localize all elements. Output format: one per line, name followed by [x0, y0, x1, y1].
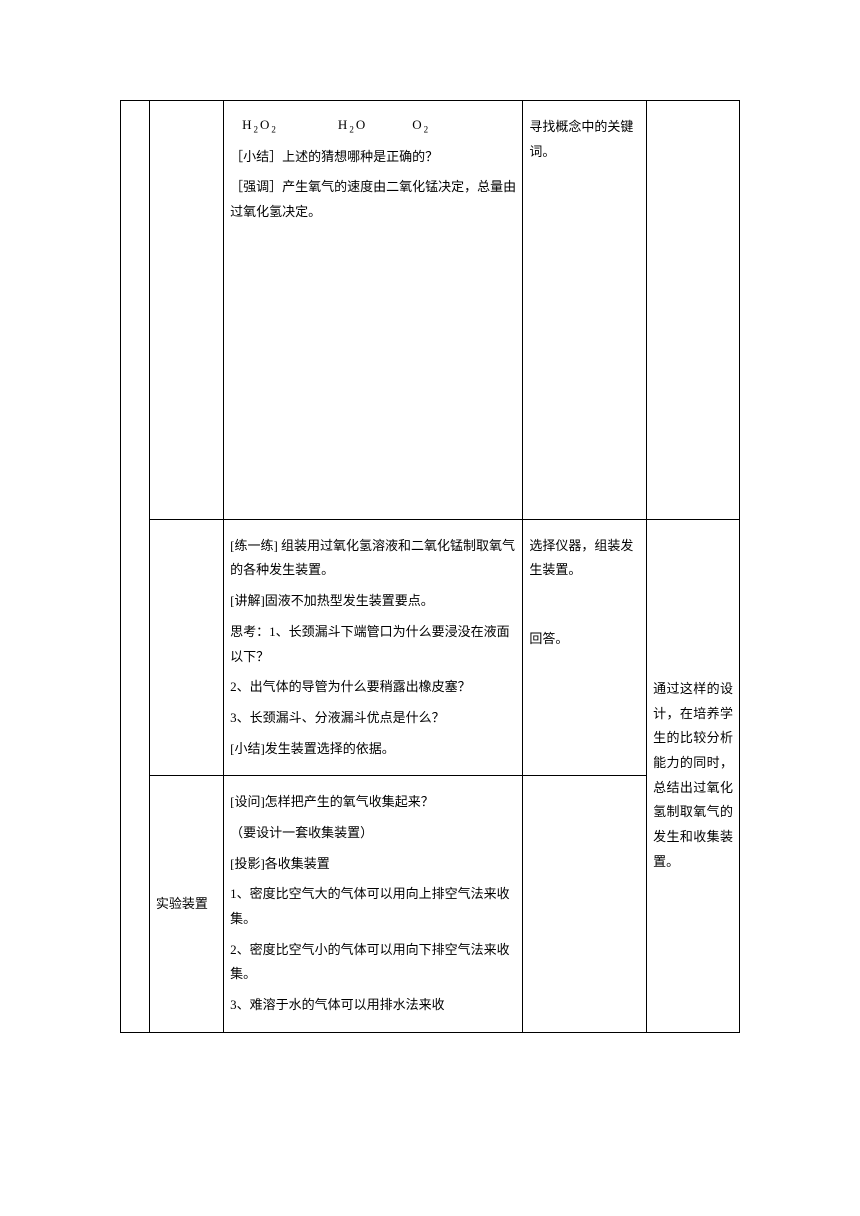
- think-q1: 思考：1、长颈漏斗下端管口为什么要浸没在液面以下？: [230, 620, 516, 669]
- question-text: [设问]怎样把产生的氧气收集起来？: [230, 790, 516, 815]
- method-1: 1、密度比空气大的气体可以用向上排空气法来收集。: [230, 882, 516, 931]
- summary-text-2: [小结]发生装置选择的依据。: [230, 737, 516, 762]
- chemical-formula: H2O2 H2O O2: [230, 113, 516, 139]
- cell-col4-r1: 寻找概念中的关键词。: [523, 101, 647, 520]
- cell-col3-r2: [练一练] 组装用过氧化氢溶液和二氧化锰制取氧气的各种发生装置。 [讲解]固液不…: [224, 519, 523, 776]
- explain-text: [讲解]固液不加热型发生装置要点。: [230, 589, 516, 614]
- cell-col3-r3: [设问]怎样把产生的氧气收集起来？ （要设计一套收集装置） [投影]各收集装置 …: [224, 776, 523, 1033]
- cell-col2-r1: [149, 101, 223, 520]
- practice-text: [练一练] 组装用过氧化氢溶液和二氧化锰制取氧气的各种发生装置。: [230, 534, 516, 583]
- student-activity-2a: 选择仪器，组装发生装置。: [529, 534, 640, 583]
- cell-col3-r1: H2O2 H2O O2 ［小结］上述的猜想哪种是正确的？ ［强调］产生氧气的速度…: [224, 101, 523, 520]
- lesson-plan-table: H2O2 H2O O2 ［小结］上述的猜想哪种是正确的？ ［强调］产生氧气的速度…: [120, 100, 740, 1033]
- cell-col5-r1: [647, 101, 740, 520]
- projection-text: [投影]各收集装置: [230, 852, 516, 877]
- table-row: H2O2 H2O O2 ［小结］上述的猜想哪种是正确的？ ［强调］产生氧气的速度…: [121, 101, 740, 520]
- emphasis-text: ［强调］产生氧气的速度由二氧化锰决定，总量由过氧化氢决定。: [230, 175, 516, 224]
- section-label: 实验装置: [156, 896, 208, 911]
- student-activity: 寻找概念中的关键词。: [529, 115, 640, 164]
- cell-col4-r2: 选择仪器，组装发生装置。 回答。: [523, 519, 647, 776]
- table-row: [练一练] 组装用过氧化氢溶液和二氧化锰制取氧气的各种发生装置。 [讲解]固液不…: [121, 519, 740, 776]
- cell-col1: [121, 101, 150, 1033]
- summary-text: ［小结］上述的猜想哪种是正确的？: [230, 145, 516, 170]
- method-3: 3、难溶于水的气体可以用排水法来收: [230, 993, 516, 1018]
- cell-col4-r3: [523, 776, 647, 1033]
- think-q3: 3、长颈漏斗、分液漏斗优点是什么？: [230, 706, 516, 731]
- cell-col5-r2: 通过这样的设计，在培养学生的比较分析能力的同时，总结出过氧化氢制取氧气的发生和收…: [647, 519, 740, 1032]
- cell-col2-r3: 实验装置: [149, 776, 223, 1033]
- method-2: 2、密度比空气小的气体可以用向下排空气法来收集。: [230, 938, 516, 987]
- design-note: （要设计一套收集装置）: [230, 821, 516, 846]
- think-q2: 2、出气体的导管为什么要稍露出橡皮塞？: [230, 675, 516, 700]
- design-intent: 通过这样的设计，在培养学生的比较分析能力的同时，总结出过氧化氢制取氧气的发生和收…: [653, 677, 733, 875]
- student-activity-2b: 回答。: [529, 627, 640, 652]
- cell-col2-r2: [149, 519, 223, 776]
